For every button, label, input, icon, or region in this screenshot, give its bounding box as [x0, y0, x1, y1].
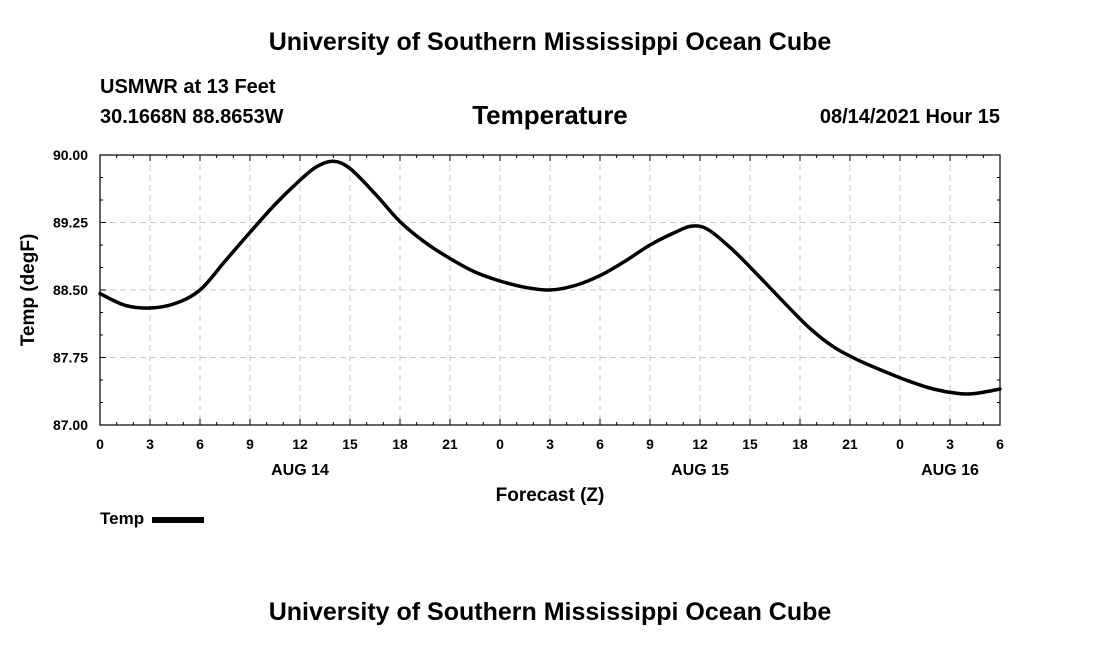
x-tick-label: 0 — [96, 436, 104, 452]
x-tick-label: 3 — [546, 436, 554, 452]
x-tick-label: 0 — [496, 436, 504, 452]
x-tick-label: 15 — [742, 436, 758, 452]
x-tick-label: 3 — [146, 436, 154, 452]
x-tick-label: 12 — [292, 436, 308, 452]
forecast-datetime: 08/14/2021 Hour 15 — [819, 106, 1000, 128]
top-title: University of Southern Mississippi Ocean… — [268, 28, 832, 56]
date-label: AUG 16 — [921, 462, 979, 479]
x-tick-label: 12 — [692, 436, 708, 452]
x-tick-label: 21 — [442, 436, 458, 452]
station-name: USMWR at 13 Feet — [100, 76, 276, 98]
bottom-title: University of Southern Mississippi Ocean… — [268, 598, 832, 626]
x-tick-label: 6 — [996, 436, 1004, 452]
date-label: AUG 14 — [271, 462, 329, 479]
y-tick-label: 88.50 — [53, 282, 88, 298]
y-tick-label: 90.00 — [53, 147, 88, 163]
x-axis-title: Forecast (Z) — [496, 485, 605, 506]
x-tick-label: 9 — [646, 436, 654, 452]
y-tick-label: 89.25 — [53, 215, 88, 231]
plot-frame — [99, 154, 1001, 426]
x-tick-label: 18 — [392, 436, 408, 452]
x-tick-label: 0 — [896, 436, 904, 452]
station-coordinates: 30.1668N 88.8653W — [100, 106, 284, 128]
x-tick-label: 18 — [792, 436, 808, 452]
legend-label: Temp — [100, 509, 145, 528]
y-tick-label: 87.00 — [53, 417, 88, 433]
legend-line-swatch — [152, 517, 205, 523]
x-tick-label: 9 — [246, 436, 254, 452]
x-tick-label: 21 — [842, 436, 858, 452]
legend: Temp — [100, 509, 205, 529]
x-tick-label: 6 — [196, 436, 204, 452]
date-label: AUG 15 — [671, 462, 729, 479]
chart-title: Temperature — [472, 100, 628, 130]
x-tick-label: 3 — [946, 436, 954, 452]
x-tick-label: 15 — [342, 436, 358, 452]
series-line-temp — [98, 159, 1002, 396]
x-tick-label: 6 — [596, 436, 604, 452]
y-tick-label: 87.75 — [53, 350, 88, 366]
y-axis-title: Temp (degF) — [18, 234, 39, 347]
